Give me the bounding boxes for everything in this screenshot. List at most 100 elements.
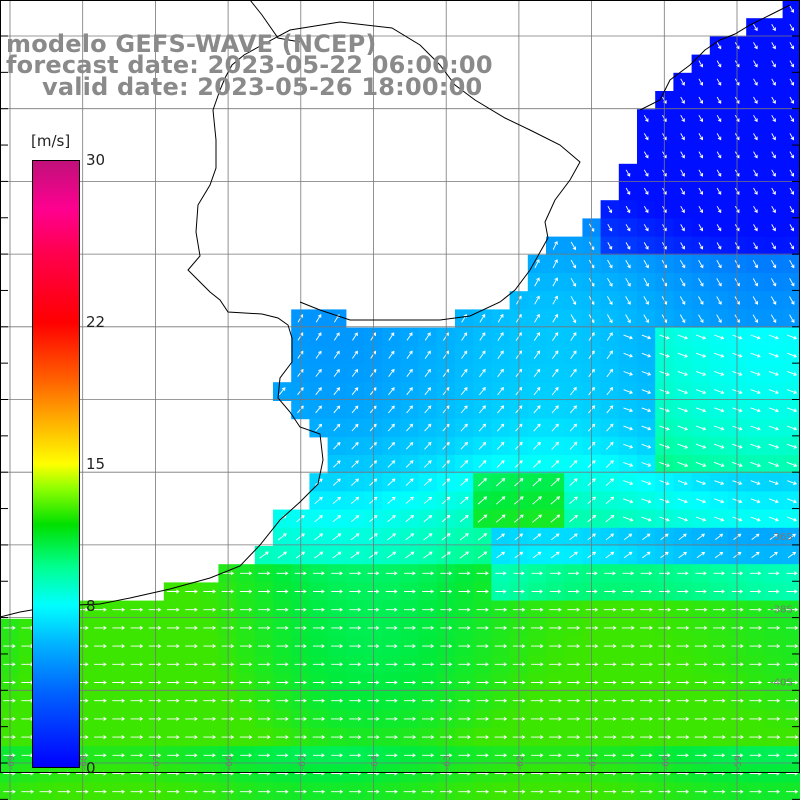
coastline [0,21,581,618]
wind-arrow [458,607,471,612]
wind-arrow [314,533,324,541]
wind-arrow [678,533,687,541]
wind-arrow [403,662,416,667]
wind-arrow [461,350,468,359]
wind-arrow [676,644,690,649]
wind-arrow [714,551,724,559]
wind-arrow [569,533,578,541]
wind-arrow [677,480,688,486]
wind-arrow [3,789,16,794]
wind-arrow [789,151,795,159]
wind-arrow [625,259,631,269]
wind-arrow [606,441,614,450]
wind-arrow [771,151,776,159]
wind-arrow [694,625,708,630]
wind-arrow [296,533,305,541]
wind-arrow [622,607,635,612]
wind-arrow [716,224,722,232]
wind-arrow [203,753,216,758]
wind-arrow [349,607,362,612]
wind-cell [782,309,800,329]
wind-arrow [350,496,360,505]
wind-arrow [768,425,779,431]
wind-arrow [789,133,795,141]
wind-arrow [479,332,486,341]
wind-arrow [479,313,486,323]
wind-arrow [403,753,416,758]
wind-arrow [461,332,468,341]
wind-arrow [549,753,562,758]
wind-arrow [607,296,613,306]
wind-arrow [753,78,758,86]
wind-arrow [641,371,652,376]
wind-arrow [786,607,799,612]
wind-arrow [494,680,508,685]
wind-arrow [112,644,126,649]
wind-arrow [423,460,432,468]
wind-arrow [424,350,431,359]
wind-arrow [497,313,504,323]
wind-arrow [276,662,289,667]
wind-arrow [257,735,271,740]
wind-arrow [641,352,652,358]
longitude-label: -63 [443,755,453,770]
wind-arrow [677,425,689,431]
wind-arrow [785,625,799,630]
wind-arrow [203,662,217,667]
wind-arrow [478,441,487,450]
wind-arrow [349,716,362,721]
wind-arrow [494,698,508,703]
wind-arrow [640,698,653,703]
wind-arrow [294,680,307,685]
wind-arrow [677,516,688,522]
wind-arrow [424,387,432,396]
wind-arrow [533,368,541,378]
wind-arrow [496,551,506,559]
wind-arrow [351,441,359,450]
wind-arrow [476,716,490,721]
wind-arrow [479,350,486,359]
wind-arrow [185,789,198,794]
wind-arrow [385,662,398,667]
wind-arrow [531,662,544,667]
wind-arrow [185,607,198,612]
wind-arrow [753,205,758,214]
wind-arrow [749,644,762,649]
wind-arrow [422,680,435,685]
wind-arrow [494,716,508,721]
wind-arrow [607,314,613,324]
wind-arrow [130,607,144,612]
wind-arrow [605,533,615,541]
wind-arrow [185,698,198,703]
wind-arrow [112,698,126,703]
wind-arrow [695,571,707,576]
wind-arrow [185,662,198,667]
wind-arrow [239,735,253,740]
wind-arrow [332,533,342,541]
wind-cell [782,182,800,201]
wind-arrow [677,498,688,504]
wind-arrow [258,716,271,721]
wind-arrow [534,259,540,269]
wind-arrow [695,352,707,358]
wind-arrow [771,169,776,177]
wind-arrow [751,551,760,559]
wind-arrow [294,571,307,576]
wind-arrow [258,625,271,630]
wind-arrow [494,625,508,630]
wind-arrow [531,571,544,576]
wind-arrow [641,480,652,486]
wind-arrow [606,387,614,396]
wind-arrow [331,716,344,721]
wind-arrow [643,224,649,232]
wind-arrow [476,698,489,703]
wind-arrow [787,480,797,486]
wind-arrow [167,789,180,794]
wind-arrow [294,607,307,612]
wind-arrow [221,716,235,721]
wind-arrow [331,698,344,703]
wind-arrow [569,460,578,468]
wind-arrow [277,533,287,541]
wind-arrow [349,789,362,794]
wind-arrow [349,753,362,758]
